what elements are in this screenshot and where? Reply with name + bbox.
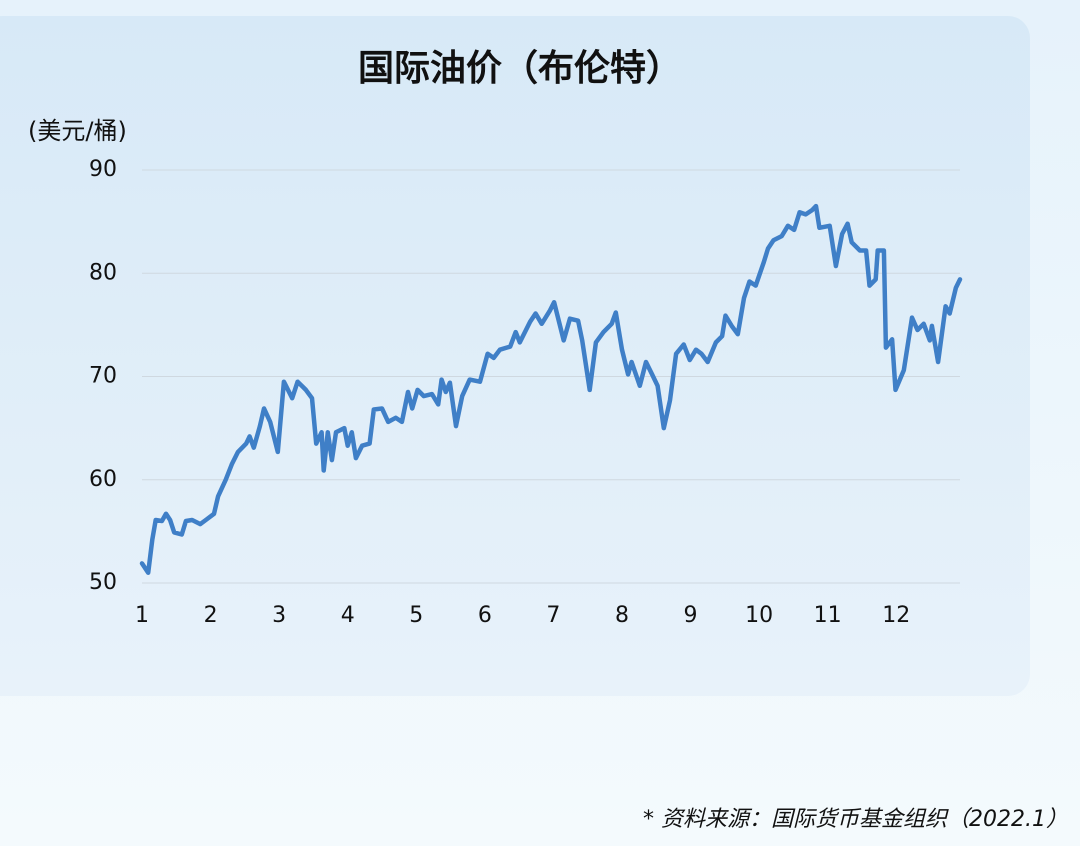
x-tick-label: 1: [135, 603, 149, 628]
x-tick-label: 8: [615, 603, 629, 628]
y-axis-label: (美元/桶): [28, 117, 127, 145]
x-tick-label: 4: [341, 603, 355, 628]
card: [0, 16, 1030, 696]
source-note: * 资料来源：国际货币基金组织（2022.1）: [643, 807, 1068, 832]
x-tick-label: 5: [409, 603, 423, 628]
x-tick-label: 10: [745, 603, 773, 628]
y-tick-label: 80: [89, 260, 117, 285]
y-tick-label: 70: [89, 364, 117, 389]
x-tick-label: 2: [204, 603, 218, 628]
x-tick-label: 9: [684, 603, 698, 628]
x-tick-label: 7: [546, 603, 560, 628]
y-tick-label: 60: [89, 467, 117, 492]
price-line: [139, 203, 963, 575]
x-tick-label: 11: [814, 603, 842, 628]
x-tick-label: 3: [272, 603, 286, 628]
y-tick-label: 50: [89, 570, 117, 595]
x-tick-label: 12: [882, 603, 910, 628]
y-tick-label: 90: [89, 157, 117, 182]
x-tick-label: 6: [478, 603, 492, 628]
chart-title: 国际油价（布伦特）: [358, 48, 682, 89]
